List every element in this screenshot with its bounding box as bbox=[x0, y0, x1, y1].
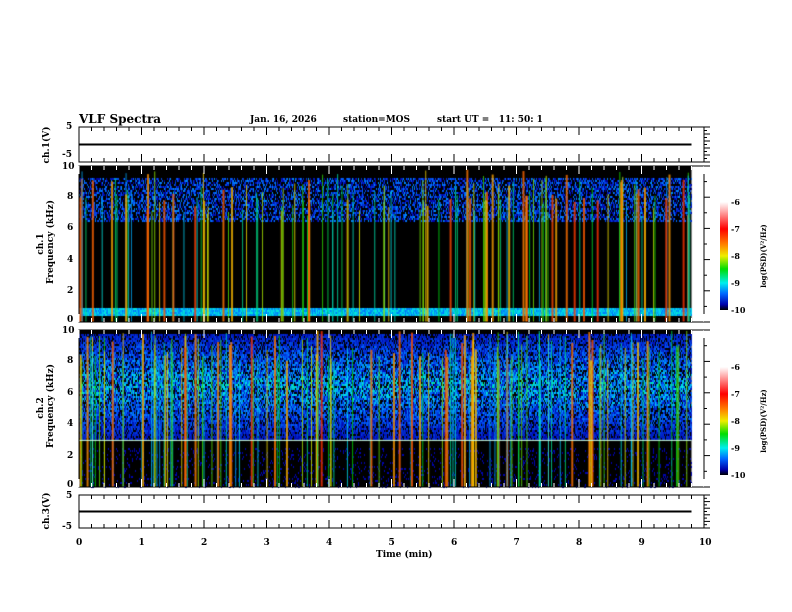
colorbar-label: log(PSD)(V²/Hz) bbox=[759, 224, 768, 288]
ytick: 6 bbox=[67, 387, 74, 398]
station-label: station=MOS bbox=[343, 115, 411, 125]
ytick: 5 bbox=[66, 491, 73, 501]
colorbar-tick: -9 bbox=[731, 443, 740, 453]
channel-label: ch.1 bbox=[36, 233, 46, 255]
panel-frame-s1 bbox=[78, 165, 705, 323]
colorbar-tick: -7 bbox=[731, 389, 740, 399]
ytick: 8 bbox=[67, 192, 74, 203]
colorbar-tick: -10 bbox=[731, 470, 746, 480]
ch3-wave-ylabel: ch.3(V) bbox=[42, 492, 52, 530]
colorbar bbox=[720, 367, 728, 475]
frequency-label: Frequency (kHz) bbox=[46, 199, 56, 284]
ytick: 10 bbox=[62, 162, 75, 172]
colorbar-tick: -6 bbox=[731, 197, 740, 207]
xtick-label: 1 bbox=[138, 538, 145, 548]
ytick: 5 bbox=[66, 122, 73, 132]
date-label: Jan. 16, 2026 bbox=[250, 115, 317, 125]
frequency-label: Frequency (kHz) bbox=[46, 363, 56, 448]
panel-frame-s2 bbox=[78, 329, 705, 488]
colorbar-tick: -9 bbox=[731, 278, 740, 288]
channel-label: ch.2 bbox=[36, 397, 46, 419]
xtick-label: 9 bbox=[638, 538, 645, 548]
xtick-label: 7 bbox=[513, 538, 520, 548]
xtick-label: 0 bbox=[76, 538, 83, 548]
ytick: 4 bbox=[67, 254, 74, 265]
colorbar-tick: -7 bbox=[731, 224, 740, 234]
xtick-label: 3 bbox=[263, 538, 270, 548]
ytick: -5 bbox=[62, 150, 72, 160]
ytick: 4 bbox=[67, 419, 74, 430]
ch2-spec-ylabel: ch.2 Frequency (kHz) bbox=[36, 364, 56, 448]
xtick-label: 4 bbox=[326, 538, 333, 548]
ytick: -5 bbox=[62, 522, 72, 532]
xtick-label: 8 bbox=[576, 538, 583, 548]
xtick-label: 6 bbox=[451, 538, 458, 548]
xtick-label: 10 bbox=[699, 538, 712, 548]
xtick-label: 2 bbox=[201, 538, 208, 548]
xtick-label: 5 bbox=[388, 538, 395, 548]
colorbar-tick: -8 bbox=[731, 416, 740, 426]
ytick: 0 bbox=[67, 315, 74, 325]
ch1-wave-ylabel: ch.1(V) bbox=[42, 126, 52, 164]
start-time-label: start UT = 11: 50: 1 bbox=[437, 115, 543, 125]
ch1-spec-ylabel: ch.1 Frequency (kHz) bbox=[36, 200, 56, 284]
colorbar-label: log(PSD)(V²/Hz) bbox=[759, 389, 768, 453]
ytick: 6 bbox=[67, 223, 74, 234]
x-axis-label: Time (min) bbox=[376, 550, 433, 560]
colorbar-tick: -6 bbox=[731, 362, 740, 372]
ytick: 0 bbox=[67, 480, 74, 490]
figure-title: VLF Spectra bbox=[79, 112, 162, 126]
colorbar bbox=[720, 202, 728, 310]
ytick: 8 bbox=[67, 356, 74, 367]
ytick: 2 bbox=[67, 285, 74, 296]
ytick: 10 bbox=[62, 326, 75, 336]
colorbar-tick: -10 bbox=[731, 305, 746, 315]
colorbar-tick: -8 bbox=[731, 251, 740, 261]
ytick: 2 bbox=[67, 450, 74, 461]
